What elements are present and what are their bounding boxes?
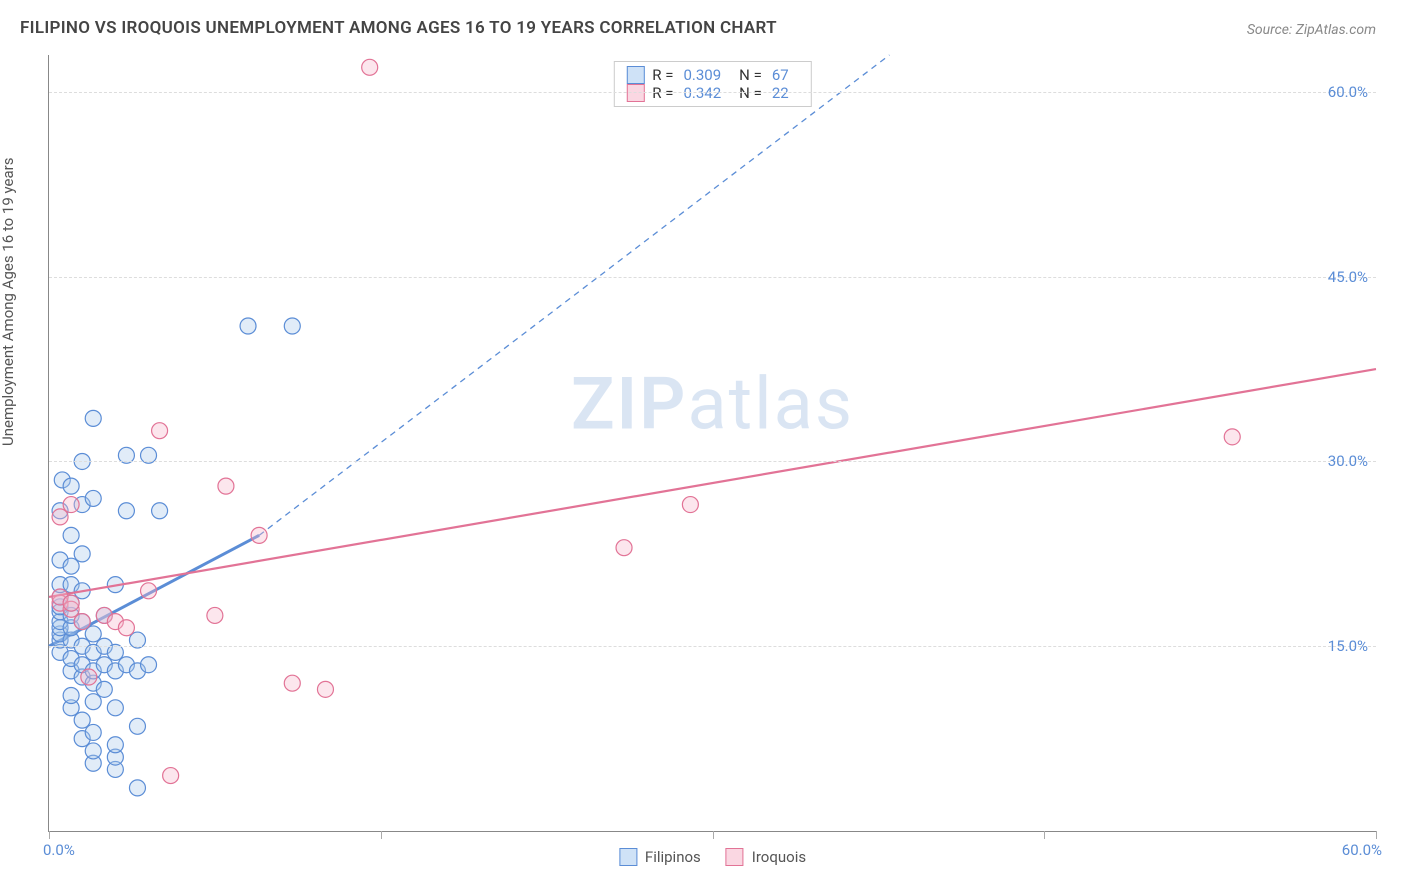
legend-swatch (726, 848, 744, 866)
gridline (49, 277, 1376, 278)
y-tick-label: 15.0% (1328, 637, 1368, 655)
legend-item: Iroquois (726, 848, 806, 866)
x-tick (713, 831, 714, 839)
legend-stat-row: R = 0.342 N = 22 (626, 84, 798, 102)
legend-swatch (626, 84, 644, 102)
y-tick-label: 30.0% (1328, 452, 1368, 470)
gridline (49, 646, 1376, 647)
r-value: 0.342 (683, 84, 721, 102)
y-tick-label: 45.0% (1328, 268, 1368, 286)
r-label: R = (652, 66, 673, 84)
x-tick (1044, 831, 1045, 839)
x-tick-last: 60.0% (1342, 841, 1382, 859)
y-axis-label: Unemployment Among Ages 16 to 19 years (0, 158, 17, 446)
x-tick (1376, 831, 1377, 839)
legend-swatch (626, 66, 644, 84)
y-tick-label: 60.0% (1328, 83, 1368, 101)
gridline (49, 461, 1376, 462)
legend-swatch (619, 848, 637, 866)
legend-stat-row: R = 0.309 N = 67 (626, 66, 798, 84)
r-value: 0.309 (683, 66, 721, 84)
n-value: 22 (772, 84, 789, 102)
x-tick (49, 831, 50, 839)
r-label: R = (652, 84, 673, 102)
gridline (49, 92, 1376, 93)
plot-area: ZIPatlas R =0.309 N =67 R =0.342 N =22 F… (48, 55, 1376, 832)
legend-item: Filipinos (619, 848, 701, 866)
chart-svg (49, 55, 1376, 831)
legend-label: Filipinos (645, 848, 701, 866)
n-label: N = (739, 84, 762, 102)
chart-title: FILIPINO VS IROQUOIS UNEMPLOYMENT AMONG … (20, 18, 777, 38)
n-label: N = (739, 66, 762, 84)
legend-stats: R = 0.309 N = 67 R = 0.342 N = 22 (613, 61, 811, 107)
source-label: Source: ZipAtlas.com (1247, 22, 1376, 38)
legend-label: Iroquois (752, 848, 806, 866)
n-value: 67 (772, 66, 789, 84)
x-tick (381, 831, 382, 839)
legend-series: Filipinos Iroquois (619, 848, 806, 866)
x-tick-first: 0.0% (43, 841, 75, 859)
